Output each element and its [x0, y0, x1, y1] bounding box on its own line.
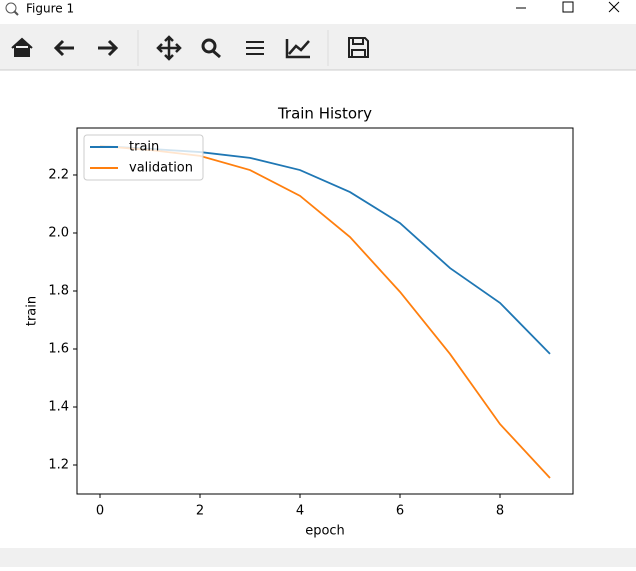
- save-button[interactable]: [348, 37, 369, 58]
- home-button[interactable]: [11, 37, 33, 57]
- x-tick-label: 2: [196, 504, 204, 519]
- y-tick-label: 1.8: [48, 283, 69, 298]
- plot-area: [76, 127, 574, 495]
- title-bar: [0, 0, 636, 24]
- forward-button[interactable]: [98, 39, 119, 57]
- zoom-button[interactable]: [201, 38, 221, 59]
- window-title: Figure 1: [26, 2, 74, 16]
- configure-button[interactable]: [246, 41, 264, 55]
- x-tick-label: 4: [296, 504, 304, 519]
- edit-axes-button[interactable]: [285, 39, 310, 59]
- x-tick-label: 8: [496, 504, 504, 519]
- pan-button[interactable]: [156, 35, 182, 61]
- y-tick-label: 1.4: [48, 399, 69, 414]
- chart-title: Train History: [277, 105, 372, 123]
- legend-label: validation: [129, 161, 193, 176]
- x-tick-label: 6: [396, 504, 404, 519]
- y-tick-label: 2.0: [48, 225, 69, 240]
- x-axis-label: epoch: [305, 524, 345, 539]
- close-button[interactable]: [608, 1, 620, 13]
- y-tick-label: 2.2: [48, 167, 69, 182]
- app-icon: [5, 2, 19, 16]
- x-tick-label: 0: [96, 504, 104, 519]
- back-button[interactable]: [53, 39, 74, 57]
- y-tick-label: 1.6: [48, 341, 69, 356]
- y-axis-label: train: [25, 296, 40, 326]
- status-bar: [0, 548, 636, 567]
- toolbar: [0, 24, 636, 70]
- legend-label: train: [129, 140, 159, 155]
- y-tick-label: 1.2: [48, 457, 69, 472]
- maximize-button[interactable]: [562, 1, 574, 13]
